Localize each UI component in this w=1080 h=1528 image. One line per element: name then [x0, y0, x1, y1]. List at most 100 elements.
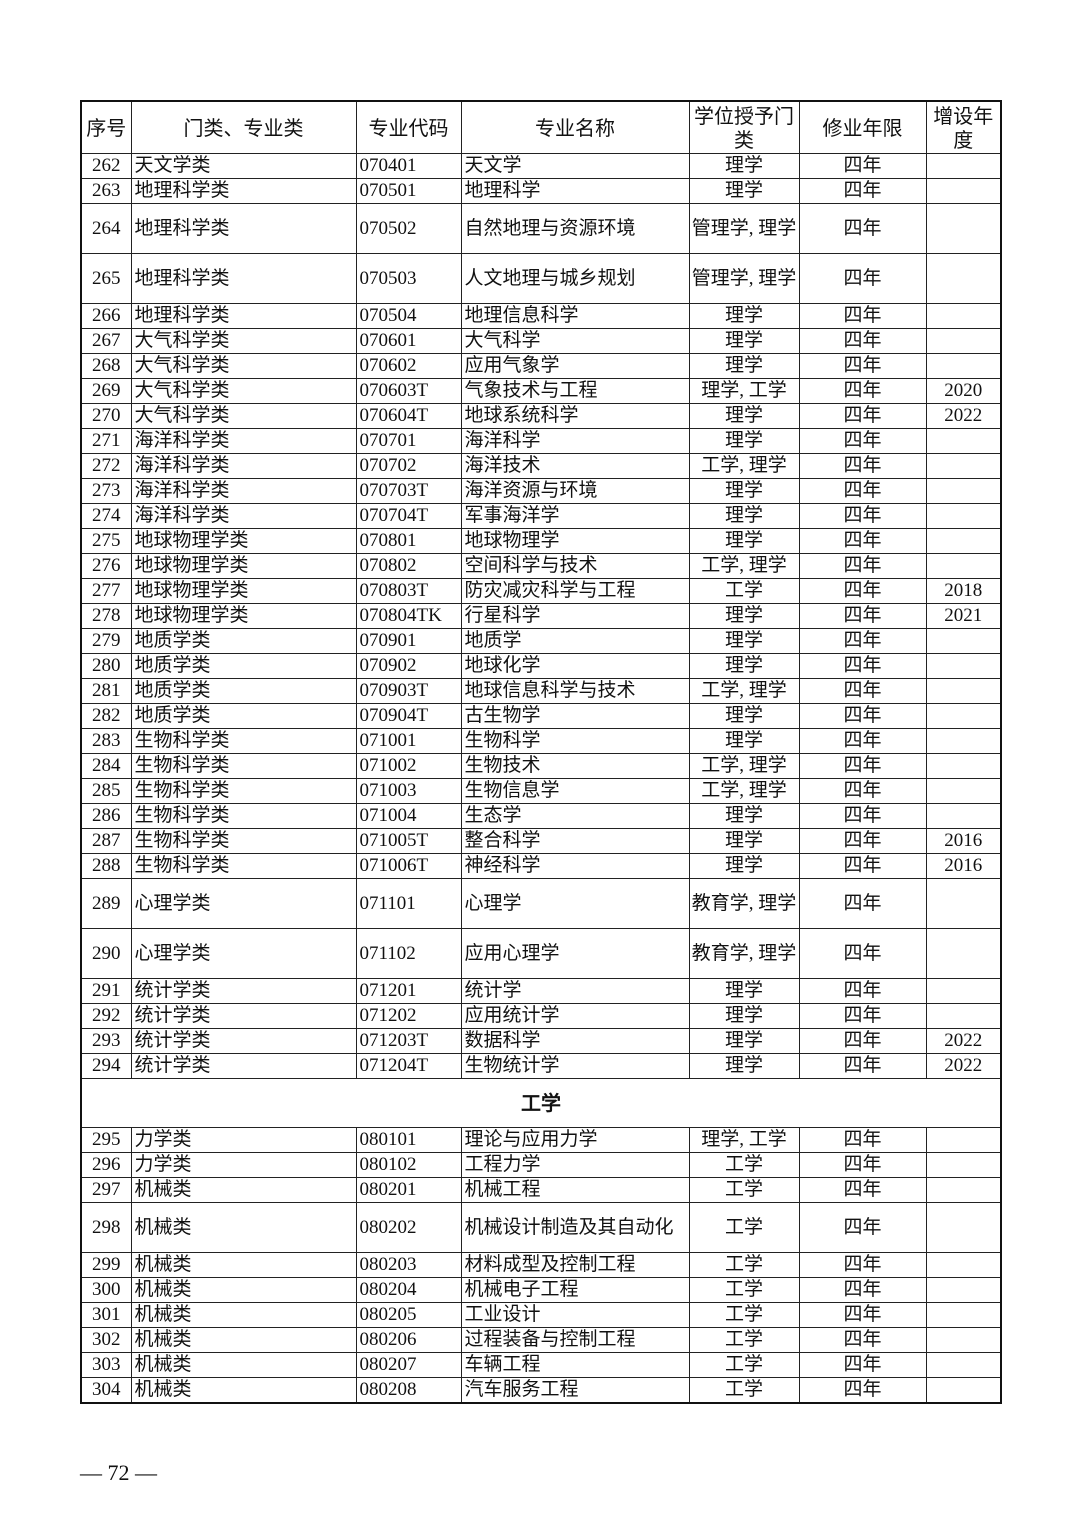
major-name-cell: 机械工程	[460, 1177, 690, 1203]
major-name-cell: 神经科学	[460, 853, 690, 879]
degree-cell: 教育学, 理学	[688, 878, 800, 929]
table-row: 275 地球物理学类 070801 地球物理学 理学 四年	[80, 528, 1002, 554]
major-code-cell: 071201	[355, 978, 462, 1004]
major-name-cell: 生物科学	[460, 728, 690, 754]
row-index-cell: 268	[80, 353, 132, 379]
table-row: 279 地质学类 070901 地质学 理学 四年	[80, 628, 1002, 654]
row-index-cell: 279	[80, 628, 132, 654]
category-cell: 生物科学类	[130, 728, 357, 754]
major-name-cell: 机械电子工程	[460, 1277, 690, 1303]
category-cell: 大气科学类	[130, 403, 357, 429]
table-row: 288 生物科学类 071006T 神经科学 理学 四年 2016	[80, 853, 1002, 879]
major-name-cell: 心理学	[460, 878, 690, 929]
table-row: 270 大气科学类 070604T 地球系统科学 理学 四年 2022	[80, 403, 1002, 429]
duration-cell: 四年	[798, 603, 927, 629]
table-row: 273 海洋科学类 070703T 海洋资源与环境 理学 四年	[80, 478, 1002, 504]
row-index-cell: 270	[80, 403, 132, 429]
year-added-cell	[925, 1277, 1002, 1303]
major-name-cell: 军事海洋学	[460, 503, 690, 529]
category-cell: 海洋科学类	[130, 478, 357, 504]
table-row: 263 地理科学类 070501 地理科学 理学 四年	[80, 178, 1002, 204]
degree-cell: 教育学, 理学	[688, 928, 800, 979]
row-index-cell: 293	[80, 1028, 132, 1054]
major-code-cell: 070501	[355, 178, 462, 204]
degree-cell: 工学, 理学	[688, 678, 800, 704]
year-added-cell	[925, 1152, 1002, 1178]
table-row: 291 统计学类 071201 统计学 理学 四年	[80, 978, 1002, 1004]
year-added-cell: 2018	[925, 578, 1002, 604]
header-row: 序号 门类、专业类 专业代码 专业名称 学位授予门类 修业年限 增设年度	[80, 100, 1002, 154]
row-index-cell: 264	[80, 203, 132, 254]
category-cell: 机械类	[130, 1202, 357, 1253]
category-cell: 力学类	[130, 1127, 357, 1153]
degree-cell: 工学	[688, 1277, 800, 1303]
header-year-added: 增设年度	[925, 100, 1002, 154]
degree-cell: 工学	[688, 578, 800, 604]
table-row: 298 机械类 080202 机械设计制造及其自动化 工学 四年	[80, 1202, 1002, 1253]
year-added-cell	[925, 928, 1002, 979]
degree-cell: 理学	[688, 1003, 800, 1029]
table-row: 274 海洋科学类 070704T 军事海洋学 理学 四年	[80, 503, 1002, 529]
degree-cell: 理学	[688, 853, 800, 879]
major-name-cell: 自然地理与资源环境	[460, 203, 690, 254]
year-added-cell	[925, 803, 1002, 829]
category-cell: 大气科学类	[130, 378, 357, 404]
category-cell: 机械类	[130, 1377, 357, 1404]
duration-cell: 四年	[798, 503, 927, 529]
year-added-cell	[925, 328, 1002, 354]
duration-cell: 四年	[798, 1302, 927, 1328]
table-row: 272 海洋科学类 070702 海洋技术 工学, 理学 四年	[80, 453, 1002, 479]
duration-cell: 四年	[798, 553, 927, 579]
table-body: 262 天文学类 070401 天文学 理学 四年 263 地理科学类 070501 地理科学 理学…	[80, 153, 1002, 1404]
category-cell: 机械类	[130, 1327, 357, 1353]
major-code-cell: 070803T	[355, 578, 462, 604]
row-index-cell: 302	[80, 1327, 132, 1353]
year-added-cell	[925, 653, 1002, 679]
major-code-cell: 080201	[355, 1177, 462, 1203]
table-row: 301 机械类 080205 工业设计 工学 四年	[80, 1302, 1002, 1328]
table-row: 296 力学类 080102 工程力学 工学 四年	[80, 1152, 1002, 1178]
major-name-cell: 生物统计学	[460, 1053, 690, 1079]
year-added-cell	[925, 153, 1002, 179]
row-index-cell: 275	[80, 528, 132, 554]
major-name-cell: 生态学	[460, 803, 690, 829]
year-added-cell: 2020	[925, 378, 1002, 404]
degree-cell: 理学	[688, 303, 800, 329]
duration-cell: 四年	[798, 928, 927, 979]
duration-cell: 四年	[798, 1152, 927, 1178]
major-name-cell: 整合科学	[460, 828, 690, 854]
row-index-cell: 283	[80, 728, 132, 754]
degree-cell: 理学	[688, 703, 800, 729]
major-code-cell: 071203T	[355, 1028, 462, 1054]
category-cell: 地球物理学类	[130, 603, 357, 629]
year-added-cell	[925, 1327, 1002, 1353]
row-index-cell: 273	[80, 478, 132, 504]
row-index-cell: 269	[80, 378, 132, 404]
category-cell: 海洋科学类	[130, 428, 357, 454]
major-name-cell: 空间科学与技术	[460, 553, 690, 579]
category-cell: 机械类	[130, 1252, 357, 1278]
row-index-cell: 301	[80, 1302, 132, 1328]
header-index: 序号	[80, 100, 132, 154]
major-name-cell: 地球化学	[460, 653, 690, 679]
major-name-cell: 行星科学	[460, 603, 690, 629]
row-index-cell: 286	[80, 803, 132, 829]
major-code-cell: 070704T	[355, 503, 462, 529]
duration-cell: 四年	[798, 1003, 927, 1029]
major-code-cell: 071005T	[355, 828, 462, 854]
major-name-cell: 海洋资源与环境	[460, 478, 690, 504]
major-code-cell: 080203	[355, 1252, 462, 1278]
table-row: 280 地质学类 070902 地球化学 理学 四年	[80, 653, 1002, 679]
category-cell: 地质学类	[130, 653, 357, 679]
category-cell: 生物科学类	[130, 853, 357, 879]
degree-cell: 理学	[688, 1028, 800, 1054]
header-code: 专业代码	[355, 100, 462, 154]
degree-cell: 工学	[688, 1252, 800, 1278]
degree-cell: 工学	[688, 1352, 800, 1378]
row-index-cell: 288	[80, 853, 132, 879]
category-cell: 地质学类	[130, 703, 357, 729]
table-row: 287 生物科学类 071005T 整合科学 理学 四年 2016	[80, 828, 1002, 854]
duration-cell: 四年	[798, 378, 927, 404]
degree-cell: 理学	[688, 328, 800, 354]
category-cell: 地球物理学类	[130, 528, 357, 554]
